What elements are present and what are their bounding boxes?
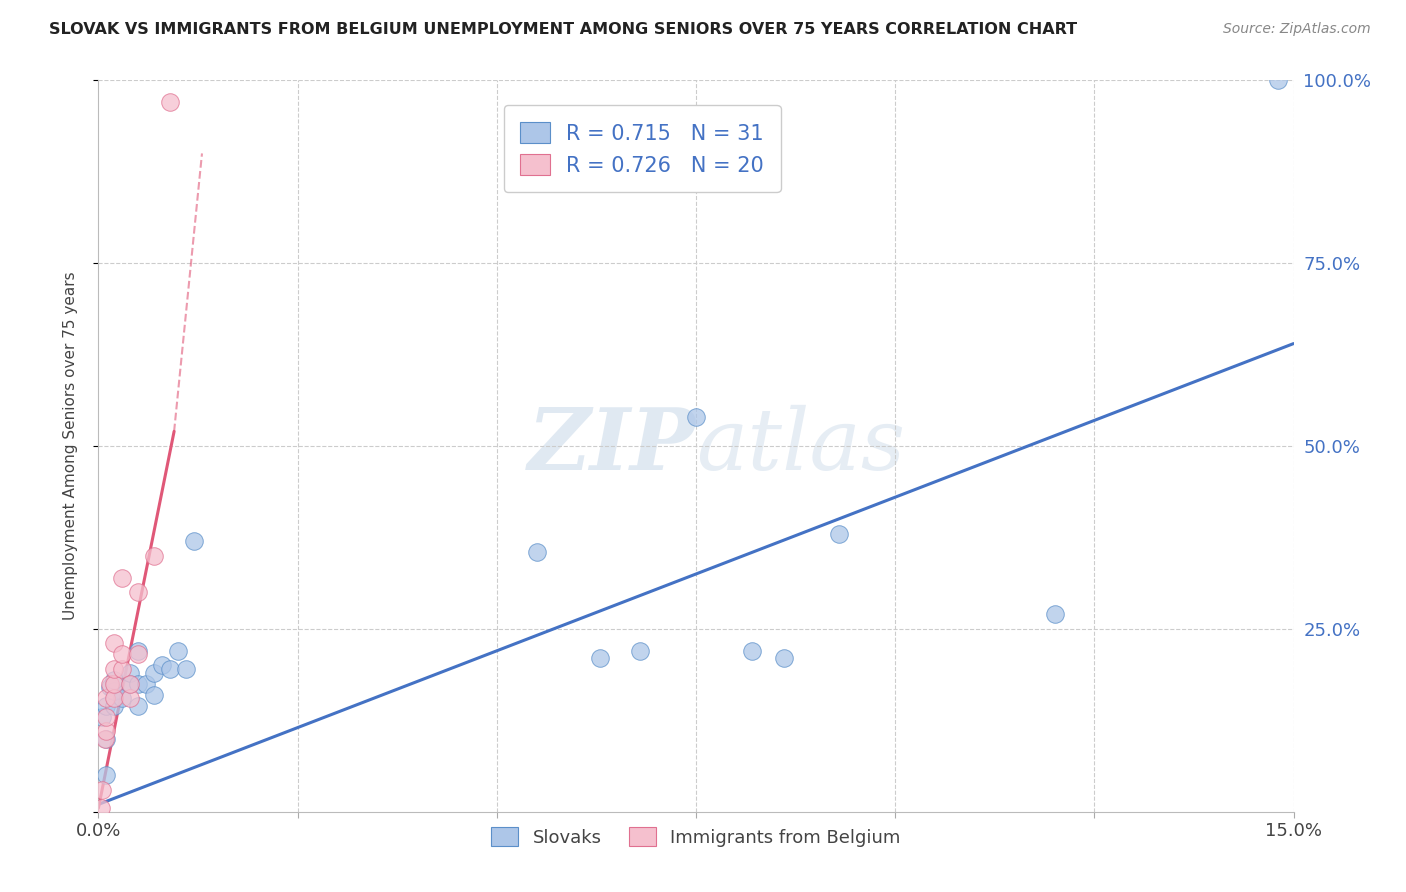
- Point: [526, 545, 548, 559]
- Point: [628, 644, 651, 658]
- Point: [103, 684, 125, 698]
- Point: [828, 526, 851, 541]
- Text: Source: ZipAtlas.com: Source: ZipAtlas.com: [1223, 22, 1371, 37]
- Point: [159, 95, 181, 110]
- Text: ZIP: ZIP: [529, 404, 696, 488]
- Point: [103, 691, 125, 706]
- Point: [150, 658, 173, 673]
- Text: atlas: atlas: [696, 405, 905, 487]
- Point: [120, 676, 142, 690]
- Point: [159, 662, 181, 676]
- Point: [741, 644, 763, 658]
- Point: [589, 651, 612, 665]
- Point: [143, 688, 166, 702]
- Point: [103, 636, 125, 650]
- Point: [120, 665, 142, 680]
- Point: [772, 651, 794, 665]
- Point: [1043, 607, 1066, 622]
- Point: [127, 676, 149, 690]
- Point: [96, 709, 118, 723]
- Point: [96, 724, 118, 739]
- Point: [111, 662, 134, 676]
- Point: [135, 676, 157, 690]
- Point: [98, 681, 122, 695]
- Point: [143, 549, 166, 563]
- Point: [91, 782, 114, 797]
- Point: [111, 691, 134, 706]
- Point: [96, 691, 118, 706]
- Point: [98, 676, 122, 690]
- Point: [90, 801, 112, 815]
- Point: [120, 691, 142, 706]
- Point: [127, 644, 149, 658]
- Point: [120, 676, 142, 690]
- Point: [103, 662, 125, 676]
- Legend: Slovaks, Immigrants from Belgium: Slovaks, Immigrants from Belgium: [484, 820, 908, 854]
- Point: [96, 768, 118, 782]
- Point: [94, 731, 117, 746]
- Point: [127, 648, 149, 662]
- Point: [111, 648, 134, 662]
- Point: [143, 665, 166, 680]
- Point: [103, 698, 125, 713]
- Point: [127, 585, 149, 599]
- Point: [91, 709, 114, 723]
- Y-axis label: Unemployment Among Seniors over 75 years: Unemployment Among Seniors over 75 years: [63, 272, 77, 620]
- Point: [183, 534, 205, 549]
- Point: [685, 409, 707, 424]
- Point: [1267, 73, 1289, 87]
- Point: [103, 676, 125, 690]
- Point: [96, 698, 118, 713]
- Point: [103, 673, 125, 687]
- Point: [111, 571, 134, 585]
- Point: [96, 731, 118, 746]
- Point: [174, 662, 197, 676]
- Text: SLOVAK VS IMMIGRANTS FROM BELGIUM UNEMPLOYMENT AMONG SENIORS OVER 75 YEARS CORRE: SLOVAK VS IMMIGRANTS FROM BELGIUM UNEMPL…: [49, 22, 1077, 37]
- Point: [167, 644, 190, 658]
- Point: [127, 698, 149, 713]
